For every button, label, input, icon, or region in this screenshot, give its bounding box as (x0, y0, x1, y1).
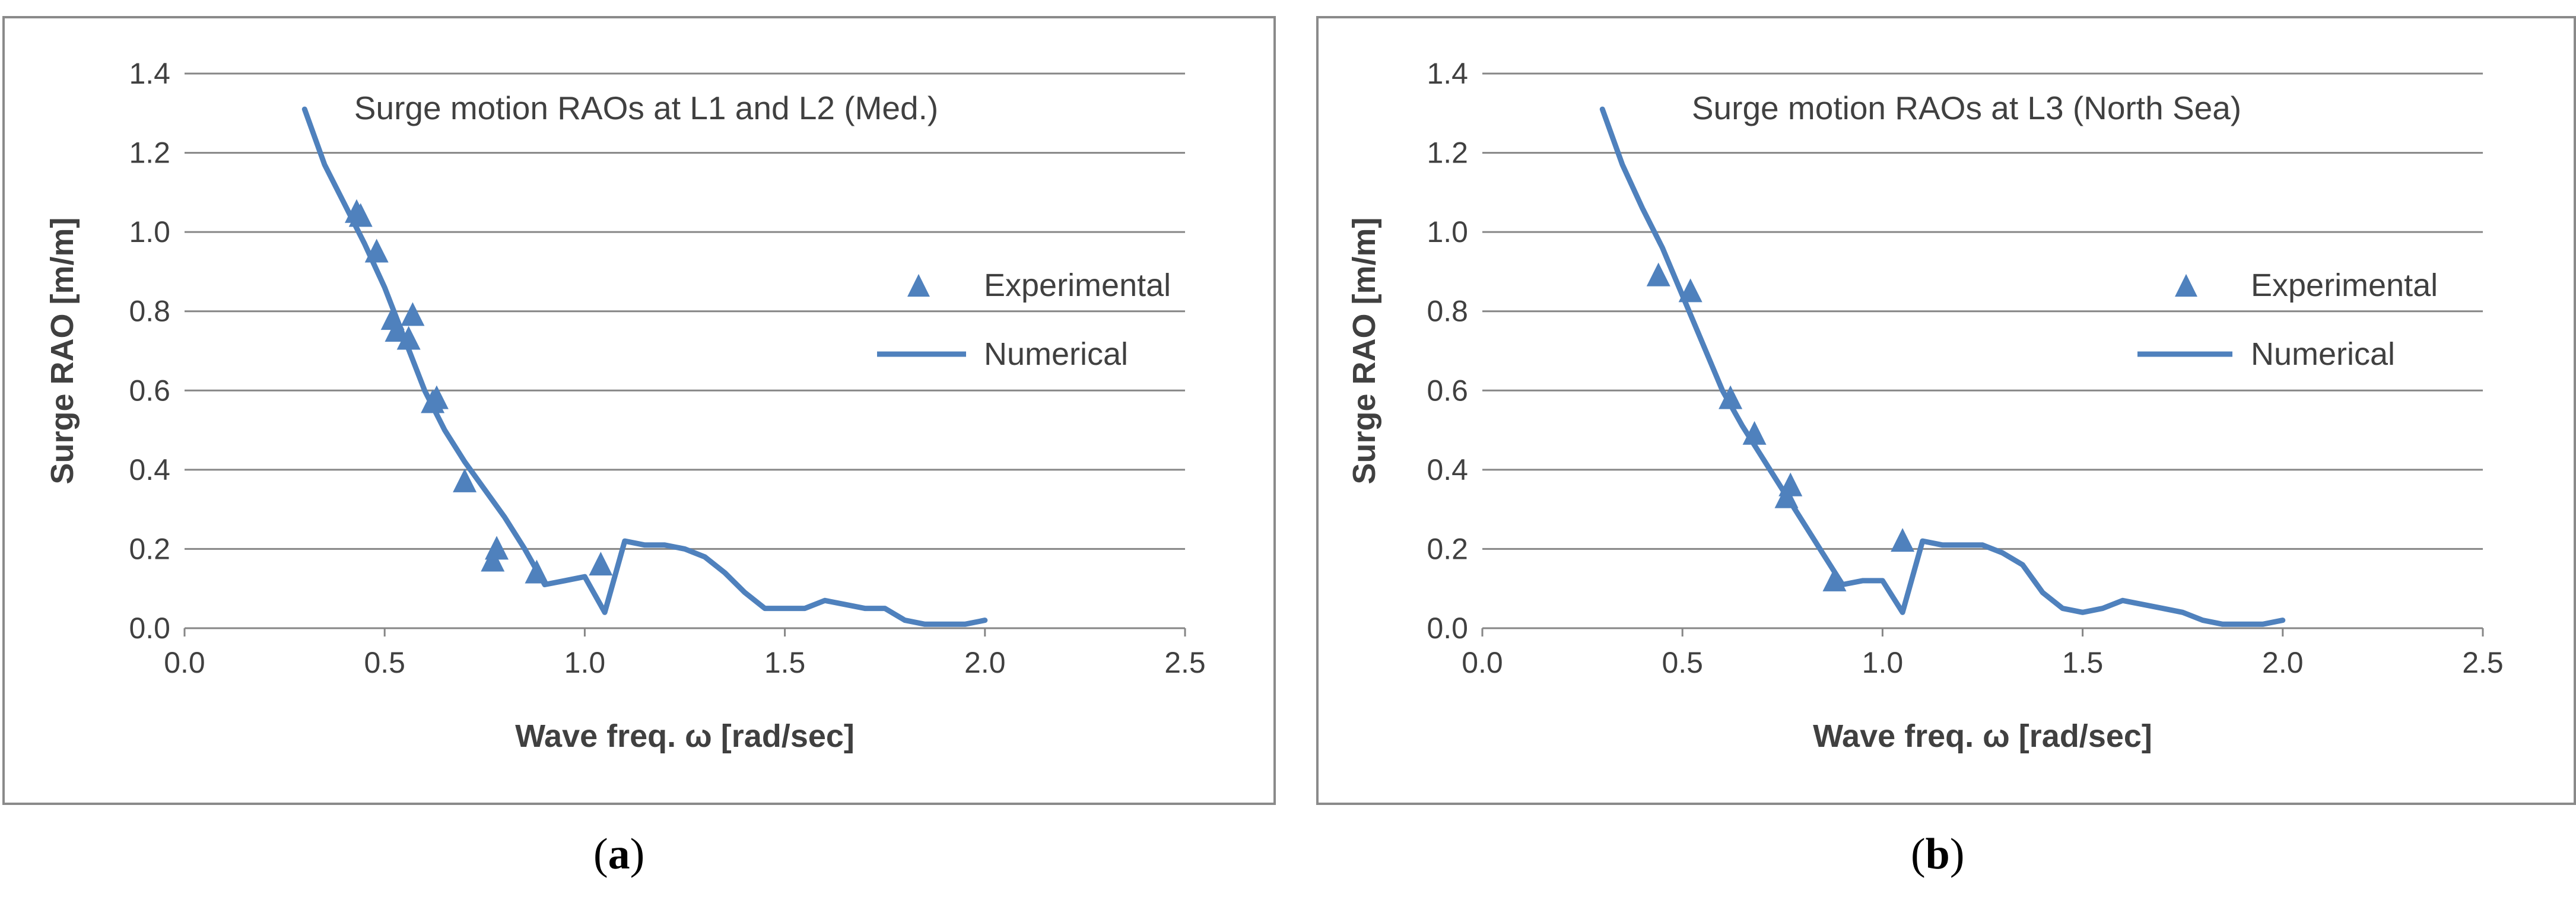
chart0-experimental-point-1 (348, 203, 373, 227)
chart0-y-tick-label-2: 0.4 (129, 453, 170, 486)
chart1-x-tick-label-5: 2.5 (2462, 646, 2504, 679)
chart1-x-tick-label-4: 2.0 (2262, 646, 2304, 679)
chart0-experimental-point-13 (589, 552, 613, 576)
chart1-x-tick-label-2: 1.0 (1862, 646, 1904, 679)
chart0-x-axis-title: Wave freq. ω [rad/sec] (515, 718, 855, 754)
chart1-legend-label-experimental: Experimental (2251, 268, 2438, 303)
chart0-legend-label-numerical: Numerical (984, 336, 1128, 372)
caption-a: (a) (593, 830, 645, 879)
chart0-legend-label-experimental: Experimental (984, 268, 1171, 303)
chart1-y-tick-label-2: 0.4 (1427, 453, 1468, 486)
chart0-experimental-point-11 (485, 536, 509, 560)
chart1-experimental-point-5 (1778, 472, 1803, 497)
chart1-y-tick-label-6: 1.2 (1427, 136, 1468, 170)
chart1-experimental-point-3 (1742, 421, 1767, 445)
chart0-y-tick-label-6: 1.2 (129, 136, 170, 170)
chart0-numerical-line (301, 106, 988, 627)
chart1-x-tick-label-3: 1.5 (2062, 646, 2104, 679)
caption-a-letter: a (608, 830, 630, 879)
chart1-experimental-point-4 (1774, 484, 1799, 508)
chart1-y-axis-title: Surge RAO [m/m] (1346, 217, 1382, 484)
caption-b: (b) (1911, 830, 1965, 879)
chart1-legend-label-numerical: Numerical (2251, 336, 2395, 372)
chart-b-svg: 0.0 0.2 0.4 0.6 0.8 1.0 1.2 1.4 0.0 0.5 1.0 1.5 2.0 2… (1346, 57, 2504, 754)
chart1-chart-title: Surge motion RAOs at L3 (North Sea) (1692, 90, 2241, 126)
chart0-chart-title: Surge motion RAOs at L1 and L2 (Med.) (354, 90, 938, 126)
chart1-x-tick-label-1: 0.5 (1662, 646, 1703, 679)
chart-panel-b: 0.0 0.2 0.4 0.6 0.8 1.0 1.2 1.4 0.0 0.5 1.0 1.5 2.0 2… (1316, 16, 2576, 805)
chart0-y-tick-label-7: 1.4 (129, 57, 170, 90)
chart1-experimental-point-1 (1678, 278, 1702, 303)
chart1-experimental-point-2 (1719, 385, 1743, 409)
chart0-legend-triangle-marker (907, 273, 930, 297)
chart-a-svg: 0.0 0.2 0.4 0.6 0.8 1.0 1.2 1.4 0.0 0.5 1.0 1.5 2.0 2… (45, 57, 1206, 754)
chart1-x-axis-title: Wave freq. ω [rad/sec] (1813, 718, 2152, 754)
chart1-legend-triangle-marker (2175, 273, 2197, 297)
chart1-experimental-point-6 (1822, 567, 1847, 591)
chart0-y-tick-label-0: 0.0 (129, 612, 170, 645)
chart-panel-a: 0.0 0.2 0.4 0.6 0.8 1.0 1.2 1.4 0.0 0.5 1.0 1.5 2.0 2… (2, 16, 1276, 805)
chart0-y-tick-label-1: 0.2 (129, 532, 170, 565)
chart0-x-tick-label-5: 2.5 (1164, 646, 1206, 679)
chart0-experimental-point-5 (396, 326, 421, 350)
chart0-experimental-point-9 (453, 468, 477, 492)
chart1-x-tick-label-0: 0.0 (1462, 646, 1503, 679)
chart0-y-axis-title: Surge RAO [m/m] (45, 217, 80, 484)
chart0-experimental-point-2 (364, 238, 389, 263)
chart0-experimental-point-6 (401, 302, 425, 326)
chart0-x-tick-label-2: 1.0 (564, 646, 606, 679)
chart1-experimental-point-7 (1891, 528, 1915, 552)
chart1-y-tick-label-5: 1.0 (1427, 215, 1468, 249)
chart0-x-tick-label-1: 0.5 (364, 646, 405, 679)
chart0-experimental-point-12 (525, 559, 549, 584)
chart0-experimental-point-4 (385, 318, 409, 342)
chart0-x-tick-label-3: 1.5 (764, 646, 806, 679)
chart0-experimental-point-8 (424, 385, 449, 409)
chart1-y-tick-label-4: 0.8 (1427, 295, 1468, 328)
chart1-y-tick-label-0: 0.0 (1427, 612, 1468, 645)
chart0-y-tick-label-4: 0.8 (129, 295, 170, 328)
chart1-y-tick-label-3: 0.6 (1427, 374, 1468, 407)
chart0-x-tick-label-0: 0.0 (164, 646, 205, 679)
chart0-x-tick-label-4: 2.0 (964, 646, 1006, 679)
chart1-experimental-point-0 (1646, 262, 1670, 287)
caption-b-letter: b (1925, 830, 1950, 879)
chart1-y-tick-label-7: 1.4 (1427, 57, 1468, 90)
chart0-y-tick-label-5: 1.0 (129, 215, 170, 249)
chart1-y-tick-label-1: 0.2 (1427, 532, 1468, 565)
chart0-y-tick-label-3: 0.6 (129, 374, 170, 407)
chart1-numerical-line (1599, 106, 2286, 627)
chart0-experimental-point-10 (481, 548, 505, 572)
